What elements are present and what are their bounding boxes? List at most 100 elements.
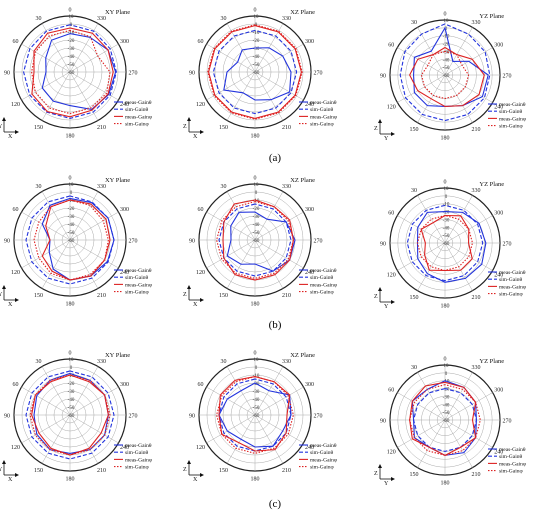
angle-tick-label: 120 — [387, 273, 396, 279]
angle-tick-label: 0 — [69, 8, 72, 14]
radial-tick-label: 10 — [69, 183, 75, 188]
angle-tick-label: 240 — [305, 270, 314, 276]
axis-label-vertical: Z — [374, 471, 378, 477]
angle-tick-label: 150 — [410, 472, 419, 478]
polar-spoke — [41, 191, 71, 241]
axis-label-horizontal: X — [193, 477, 198, 483]
legend-label: sim-Gainφ — [125, 290, 149, 296]
angle-tick-label: 210 — [97, 293, 106, 299]
angle-tick-label: 330 — [472, 20, 481, 26]
chart-title: YZ Plane — [479, 181, 504, 188]
axis-label-horizontal: X — [8, 477, 13, 483]
angle-tick-label: 90 — [4, 71, 10, 77]
angle-tick-label: 120 — [11, 270, 20, 276]
polar-spoke — [69, 239, 119, 269]
arrow-head-icon — [378, 287, 382, 291]
polar-spoke — [21, 239, 71, 269]
angle-tick-label: 60 — [388, 211, 394, 217]
legend-label: meas-Gainθ — [499, 270, 526, 276]
polar-chart: 0306090120150180210240270300330100-10-20… — [183, 8, 337, 141]
row-label-a: (a) — [269, 152, 282, 164]
arrow-head-icon — [15, 130, 19, 134]
polar-spoke — [254, 414, 304, 444]
radial-tick-label: 0 — [445, 27, 448, 32]
angle-tick-label: 180 — [441, 304, 450, 310]
angle-tick-label: 180 — [441, 481, 450, 487]
radial-tick-label: 0 — [70, 366, 73, 371]
angle-tick-label: 270 — [129, 71, 138, 77]
angle-tick-label: 210 — [472, 295, 481, 301]
chart-title: XZ Plane — [290, 352, 315, 359]
polar-chart: 0306090120150180210240270300330100-10-20… — [0, 8, 152, 141]
arrow-head-icon — [378, 119, 382, 123]
angle-tick-label: 210 — [97, 125, 106, 131]
angle-tick-label: 330 — [97, 16, 106, 22]
angle-tick-label: 270 — [314, 71, 323, 77]
angle-tick-label: 30 — [221, 184, 227, 190]
radial-tick-label: -60 — [443, 419, 450, 424]
angle-tick-label: 120 — [387, 450, 396, 456]
chart-title: XZ Plane — [290, 9, 315, 16]
axis-label-horizontal: Y — [384, 304, 389, 310]
radial-tick-label: -50 — [443, 411, 450, 416]
radial-tick-label: 0 — [445, 372, 448, 377]
arrow-head-icon — [378, 464, 382, 468]
angle-tick-label: 30 — [36, 16, 42, 22]
axis-label-vertical: Z — [183, 467, 187, 473]
polar-spoke — [206, 414, 256, 444]
radial-tick-label: -40 — [68, 223, 75, 228]
radial-tick-label: -10 — [443, 35, 450, 40]
legend-label: sim-Gainφ — [499, 124, 523, 130]
arrow-head-icon — [2, 460, 6, 464]
polar-spoke — [397, 419, 446, 448]
radial-tick-label: -20 — [443, 388, 450, 393]
polar-spoke — [444, 74, 493, 103]
angle-tick-label: 270 — [129, 414, 138, 420]
polar-spoke — [417, 372, 446, 421]
angle-tick-label: 120 — [196, 445, 205, 451]
angle-tick-label: 150 — [34, 125, 43, 131]
legend-label: sim-Gainθ — [499, 277, 522, 283]
polar-spoke — [69, 414, 99, 464]
polar-chart: 0306090120150180210240270300330100-10-20… — [374, 12, 526, 143]
legend-label: sim-Gainφ — [125, 465, 149, 471]
axis-label-vertical: Z — [183, 124, 187, 130]
radial-tick-label: -20 — [443, 43, 450, 48]
radial-tick-label: 0 — [255, 191, 258, 196]
angle-tick-label: 210 — [282, 125, 291, 131]
angle-tick-label: 300 — [120, 39, 129, 45]
radial-tick-label: -30 — [443, 395, 450, 400]
polar-spoke — [444, 27, 473, 76]
angle-tick-label: 270 — [314, 239, 323, 245]
radial-tick-label: -40 — [253, 55, 260, 60]
angle-tick-label: 330 — [472, 188, 481, 194]
angle-tick-label: 210 — [472, 127, 481, 133]
legend-label: sim-Gainφ — [310, 122, 334, 128]
angle-tick-label: 240 — [494, 273, 503, 279]
angle-tick-label: 150 — [410, 295, 419, 301]
angle-tick-label: 90 — [189, 414, 195, 420]
legend-label: sim-Gainθ — [310, 275, 333, 281]
radial-tick-label: 10 — [254, 183, 260, 188]
angle-tick-label: 300 — [494, 43, 503, 49]
polar-spoke — [444, 392, 493, 421]
angle-tick-label: 180 — [66, 302, 75, 308]
radial-tick-label: -40 — [443, 403, 450, 408]
chart-title: XY Plane — [105, 9, 130, 16]
radial-tick-label: -50 — [253, 231, 260, 236]
polar-spoke — [41, 366, 71, 416]
radial-tick-label: 10 — [444, 187, 450, 192]
angle-tick-label: 300 — [120, 382, 129, 388]
polar-spoke — [254, 239, 284, 289]
radial-tick-label: -20 — [443, 211, 450, 216]
polar-spoke — [69, 211, 119, 241]
angle-tick-label: 240 — [494, 450, 503, 456]
angle-tick-label: 270 — [503, 419, 512, 425]
angle-tick-label: 240 — [120, 102, 129, 108]
angle-tick-label: 180 — [251, 134, 260, 140]
chart-title: YZ Plane — [479, 358, 504, 365]
